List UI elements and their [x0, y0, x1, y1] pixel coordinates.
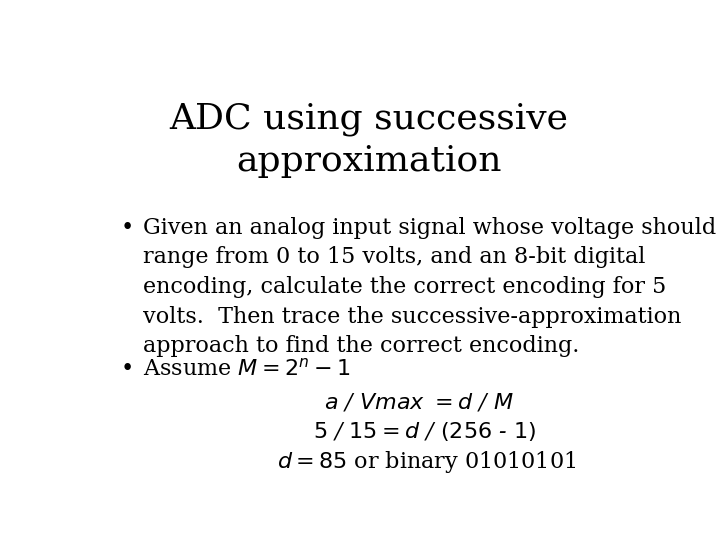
Text: •: • — [121, 358, 134, 380]
Text: $a$ / $Vmax$ $= d$ / $M$: $a$ / $Vmax$ $= d$ / $M$ — [324, 391, 514, 413]
Text: Given an analog input signal whose voltage should
range from 0 to 15 volts, and : Given an analog input signal whose volta… — [143, 217, 716, 357]
Text: $5$ / $15 = d$ / $(256$ - $1)$: $5$ / $15 = d$ / $(256$ - $1)$ — [313, 420, 536, 443]
Text: •: • — [121, 217, 134, 239]
Text: ADC using successive
approximation: ADC using successive approximation — [169, 102, 569, 178]
Text: Assume $M = 2^n - 1$: Assume $M = 2^n - 1$ — [143, 358, 351, 380]
Text: $d = 85$ or binary 01010101: $d = 85$ or binary 01010101 — [277, 449, 576, 475]
